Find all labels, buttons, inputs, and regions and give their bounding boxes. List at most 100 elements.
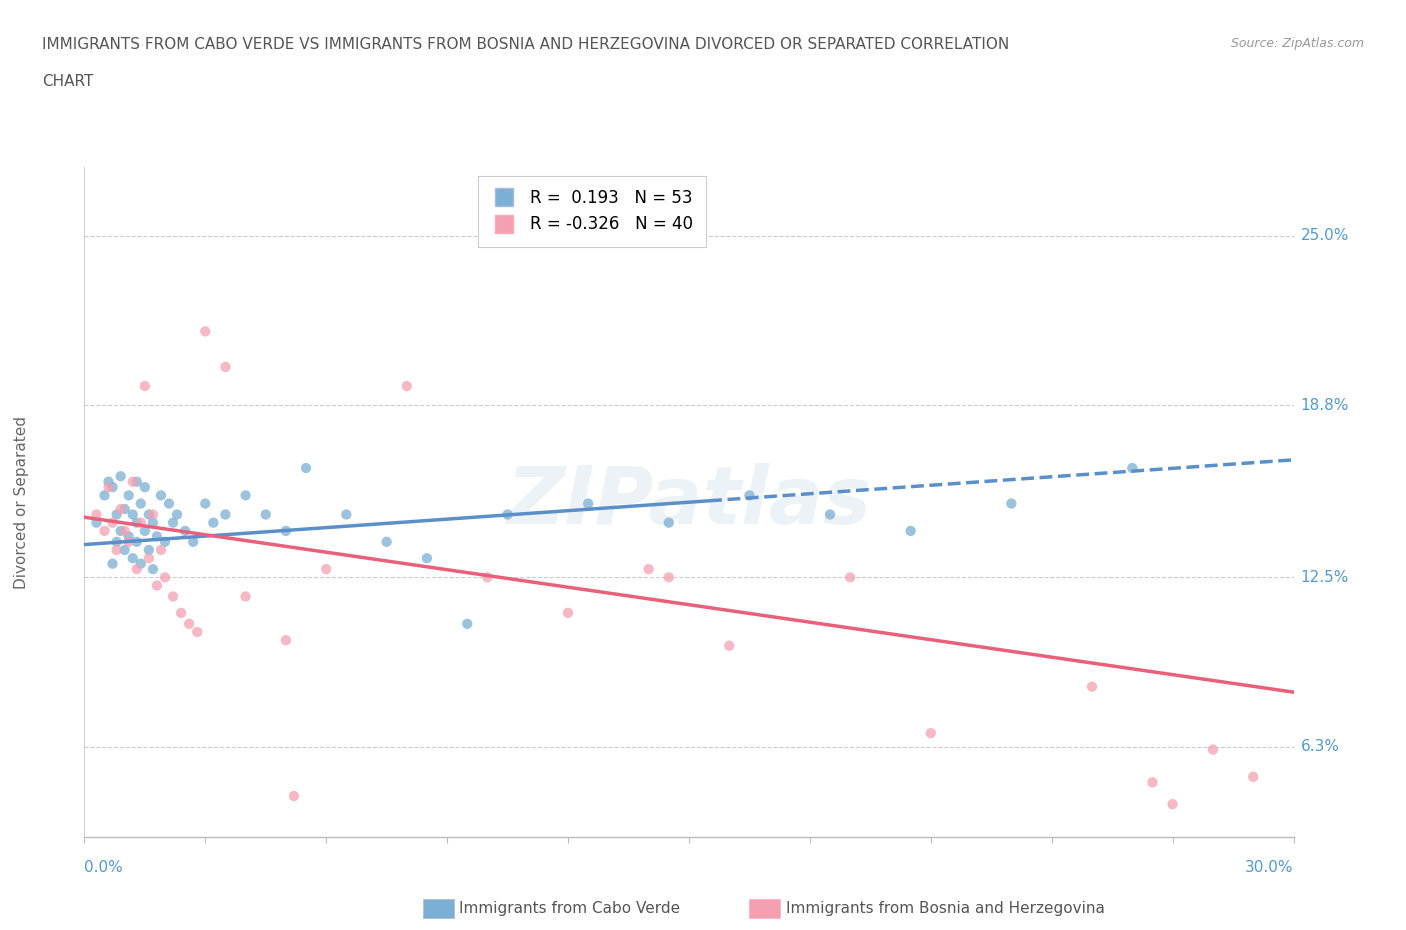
Text: 6.3%: 6.3% bbox=[1301, 739, 1340, 754]
Text: Immigrants from Bosnia and Herzegovina: Immigrants from Bosnia and Herzegovina bbox=[786, 901, 1105, 916]
Text: 30.0%: 30.0% bbox=[1246, 860, 1294, 875]
Point bbox=[138, 542, 160, 557]
Point bbox=[93, 524, 115, 538]
Point bbox=[274, 524, 297, 538]
Point bbox=[129, 515, 152, 530]
Point bbox=[121, 551, 143, 565]
Point bbox=[375, 535, 398, 550]
Point bbox=[162, 515, 184, 530]
Point bbox=[93, 488, 115, 503]
Point bbox=[166, 507, 188, 522]
Point bbox=[186, 625, 208, 640]
Point bbox=[134, 524, 156, 538]
Point bbox=[142, 515, 165, 530]
Point bbox=[101, 556, 124, 571]
Point bbox=[557, 605, 579, 620]
Point bbox=[818, 507, 841, 522]
Point bbox=[900, 524, 922, 538]
Point bbox=[105, 535, 128, 550]
Text: 12.5%: 12.5% bbox=[1301, 570, 1348, 585]
Point bbox=[105, 542, 128, 557]
Text: 25.0%: 25.0% bbox=[1301, 228, 1348, 244]
Text: 18.8%: 18.8% bbox=[1301, 398, 1348, 413]
Point bbox=[1081, 679, 1104, 694]
Point bbox=[138, 507, 160, 522]
Point bbox=[194, 324, 217, 339]
Point bbox=[97, 474, 120, 489]
Point bbox=[149, 542, 172, 557]
Point bbox=[170, 605, 193, 620]
Point bbox=[920, 725, 942, 740]
Point bbox=[149, 488, 172, 503]
Point bbox=[86, 507, 108, 522]
Point bbox=[146, 578, 169, 593]
Point bbox=[101, 480, 124, 495]
Point bbox=[101, 515, 124, 530]
Point bbox=[97, 480, 120, 495]
Point bbox=[146, 529, 169, 544]
Point bbox=[315, 562, 337, 577]
Point bbox=[134, 480, 156, 495]
Point bbox=[138, 551, 160, 565]
Point bbox=[118, 529, 141, 544]
Point bbox=[174, 524, 197, 538]
Point bbox=[1142, 775, 1164, 790]
Point bbox=[125, 535, 148, 550]
Point bbox=[576, 496, 599, 511]
Point bbox=[738, 488, 761, 503]
Point bbox=[658, 570, 681, 585]
Point bbox=[134, 379, 156, 393]
Point bbox=[395, 379, 418, 393]
Point bbox=[1241, 769, 1264, 784]
Text: Immigrants from Cabo Verde: Immigrants from Cabo Verde bbox=[460, 901, 681, 916]
Point bbox=[129, 496, 152, 511]
Point bbox=[1000, 496, 1022, 511]
Point bbox=[496, 507, 519, 522]
Point bbox=[456, 617, 478, 631]
Point bbox=[235, 589, 257, 604]
Point bbox=[181, 535, 204, 550]
Point bbox=[125, 562, 148, 577]
Point bbox=[658, 515, 681, 530]
Point bbox=[1202, 742, 1225, 757]
Point bbox=[1161, 797, 1184, 812]
Legend: R =  0.193   N = 53, R = -0.326   N = 40: R = 0.193 N = 53, R = -0.326 N = 40 bbox=[478, 176, 706, 246]
Point bbox=[125, 515, 148, 530]
Point bbox=[295, 460, 318, 475]
Point bbox=[1121, 460, 1143, 475]
Point bbox=[142, 507, 165, 522]
Point bbox=[235, 488, 257, 503]
Text: CHART: CHART bbox=[42, 74, 94, 89]
Point bbox=[121, 507, 143, 522]
Point bbox=[142, 562, 165, 577]
Point bbox=[110, 501, 132, 516]
Point bbox=[202, 515, 225, 530]
Text: IMMIGRANTS FROM CABO VERDE VS IMMIGRANTS FROM BOSNIA AND HERZEGOVINA DIVORCED OR: IMMIGRANTS FROM CABO VERDE VS IMMIGRANTS… bbox=[42, 37, 1010, 52]
Point bbox=[157, 496, 180, 511]
Point bbox=[86, 515, 108, 530]
Point bbox=[214, 360, 236, 375]
Point bbox=[839, 570, 862, 585]
Point bbox=[110, 524, 132, 538]
Point bbox=[637, 562, 659, 577]
Point bbox=[118, 488, 141, 503]
Point bbox=[153, 535, 176, 550]
Point bbox=[110, 469, 132, 484]
Text: Divorced or Separated: Divorced or Separated bbox=[14, 416, 28, 589]
Point bbox=[162, 589, 184, 604]
Text: Source: ZipAtlas.com: Source: ZipAtlas.com bbox=[1230, 37, 1364, 50]
Point bbox=[179, 617, 201, 631]
Point bbox=[194, 496, 217, 511]
Point bbox=[121, 474, 143, 489]
Point bbox=[114, 524, 136, 538]
Point bbox=[416, 551, 439, 565]
Point bbox=[114, 542, 136, 557]
Point bbox=[214, 507, 236, 522]
Point bbox=[153, 570, 176, 585]
Point bbox=[114, 501, 136, 516]
Point bbox=[254, 507, 277, 522]
Text: 0.0%: 0.0% bbox=[84, 860, 124, 875]
Point bbox=[125, 474, 148, 489]
Point bbox=[105, 507, 128, 522]
Text: ZIPatlas: ZIPatlas bbox=[506, 463, 872, 541]
